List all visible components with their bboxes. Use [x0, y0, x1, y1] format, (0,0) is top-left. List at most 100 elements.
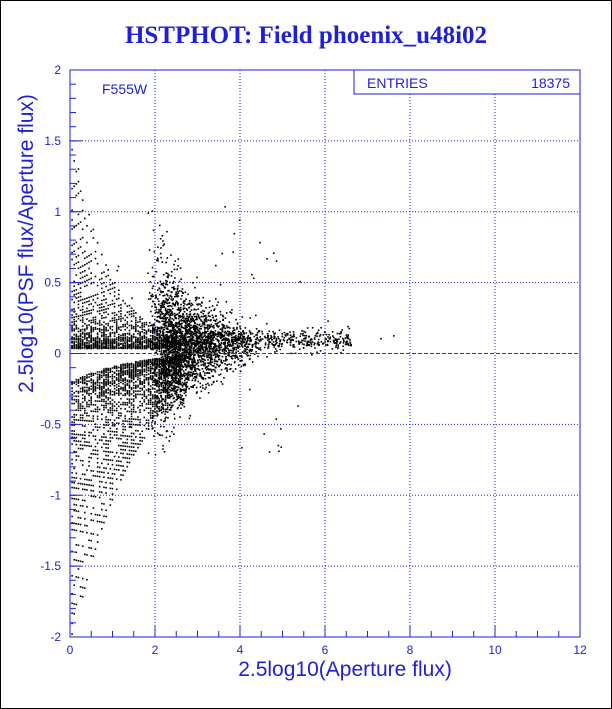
data-point: [206, 356, 208, 359]
data-point: [217, 341, 220, 343]
data-point: [166, 404, 169, 407]
data-point: [161, 373, 164, 375]
data-point: [232, 349, 235, 351]
data-point: [158, 389, 160, 392]
data-point: [186, 351, 189, 354]
data-point: [239, 334, 242, 336]
data-point: [223, 343, 225, 345]
data-point: [103, 271, 105, 273]
data-point: [143, 395, 146, 398]
data-point: [160, 395, 162, 397]
data-point: [186, 346, 188, 348]
data-point: [130, 418, 133, 420]
data-point: [180, 332, 182, 335]
data-point: [124, 417, 126, 420]
data-point: [173, 324, 176, 327]
data-point: [168, 315, 171, 317]
data-point: [90, 277, 92, 280]
data-point: [132, 373, 135, 376]
data-point: [137, 446, 139, 449]
data-point: [118, 380, 120, 382]
data-point: [118, 405, 120, 408]
data-point: [111, 312, 114, 315]
data-point: [96, 341, 99, 344]
data-point: [115, 460, 118, 462]
data-point: [115, 325, 118, 327]
data-point: [192, 377, 195, 380]
data-point: [111, 375, 114, 378]
data-point: [202, 370, 205, 373]
data-point: [77, 395, 80, 398]
data-point: [88, 456, 90, 459]
data-point: [194, 379, 197, 381]
data-point: [170, 356, 173, 359]
data-point: [105, 436, 107, 439]
data-point: [149, 372, 152, 375]
data-point: [206, 330, 209, 333]
data-point: [175, 382, 177, 384]
data-point: [204, 372, 206, 374]
data-point: [92, 417, 95, 420]
data-point: [161, 353, 164, 356]
data-point: [135, 323, 137, 326]
data-point: [128, 393, 131, 395]
data-point: [109, 283, 112, 286]
data-point: [162, 333, 165, 336]
data-point: [187, 348, 189, 351]
data-point: [147, 362, 150, 365]
data-point: [105, 388, 107, 391]
data-point: [166, 408, 168, 410]
data-point: [90, 329, 92, 331]
data-point: [126, 347, 129, 350]
data-point: [164, 380, 167, 382]
data-point: [191, 326, 194, 329]
data-point: [81, 390, 84, 393]
data-point: [84, 250, 86, 253]
data-point: [107, 430, 109, 432]
data-point: [122, 336, 124, 339]
data-point: [151, 378, 154, 380]
data-point: [154, 369, 157, 371]
data-point: [184, 391, 187, 393]
data-point: [193, 319, 195, 322]
data-point: [128, 345, 131, 348]
data-point: [180, 315, 183, 318]
data-point: [84, 483, 86, 486]
data-point: [186, 303, 188, 306]
data-point: [103, 393, 105, 396]
data-point: [79, 238, 82, 241]
data-point: [115, 422, 118, 424]
data-point: [122, 374, 124, 376]
data-point: [158, 359, 160, 362]
data-point: [105, 515, 107, 518]
data-point: [128, 337, 131, 339]
data-point: [182, 358, 184, 361]
data-point: [118, 385, 120, 387]
data-point: [171, 336, 174, 339]
data-point: [167, 276, 169, 279]
data-point: [109, 333, 112, 336]
data-point: [143, 341, 146, 344]
data-point: [120, 315, 122, 318]
data-point: [103, 335, 105, 337]
data-point: [155, 259, 158, 262]
data-point: [163, 425, 165, 428]
data-point: [240, 365, 243, 368]
data-point: [115, 428, 118, 430]
data-point: [113, 405, 116, 407]
data-point: [135, 370, 137, 373]
data-point: [171, 329, 173, 332]
data-point: [181, 353, 184, 356]
data-point: [182, 337, 185, 339]
data-point: [157, 260, 159, 262]
data-point: [187, 371, 190, 373]
data-point: [113, 317, 116, 319]
data-point: [175, 356, 178, 359]
data-point: [189, 371, 191, 374]
data-point: [239, 355, 241, 357]
data-point: [105, 298, 107, 300]
data-point: [139, 371, 141, 373]
data-point: [167, 364, 169, 366]
data-point: [81, 331, 84, 334]
data-point: [135, 372, 137, 375]
